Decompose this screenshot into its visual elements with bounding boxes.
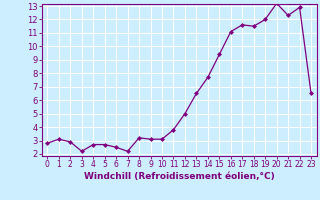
X-axis label: Windchill (Refroidissement éolien,°C): Windchill (Refroidissement éolien,°C) [84,172,275,181]
